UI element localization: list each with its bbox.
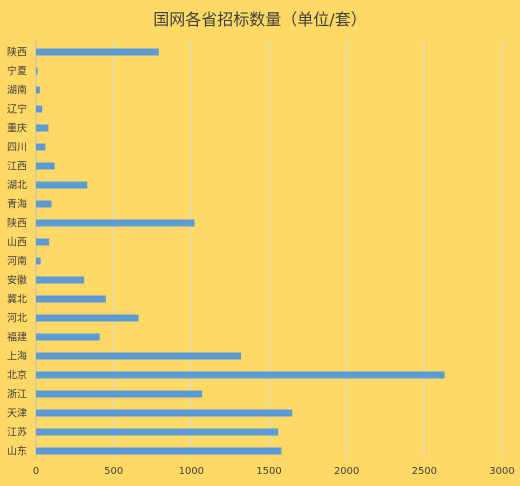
category-label: 天津 (7, 408, 27, 420)
bar (36, 314, 139, 322)
bar (36, 162, 55, 170)
x-tick-label: 0 (33, 466, 39, 477)
category-label: 福建 (7, 331, 27, 344)
category-label: 四川 (7, 143, 27, 154)
category-label: 河北 (7, 313, 27, 325)
bar (36, 428, 279, 436)
category-label: 河南 (7, 255, 27, 268)
category-label: 宁夏 (7, 65, 27, 78)
bar (36, 390, 203, 398)
bar (36, 124, 49, 132)
category-label: 上海 (7, 350, 27, 363)
bar (36, 143, 46, 151)
x-tick-label: 1000 (179, 466, 204, 477)
category-label: 江苏 (7, 426, 27, 439)
bar (36, 67, 38, 75)
category-label: 山东 (7, 445, 27, 458)
bar (36, 219, 195, 227)
chart-title: 国网各省招标数量（单位/套） (153, 10, 367, 29)
x-tick-label: 2500 (412, 466, 437, 477)
category-label: 青海 (7, 198, 27, 211)
bar (36, 276, 85, 284)
bar (36, 371, 445, 379)
x-tick-label: 1500 (256, 466, 281, 477)
category-label: 湖南 (7, 84, 27, 97)
bar (36, 86, 40, 94)
category-label: 陕西 (7, 217, 27, 230)
bar (36, 352, 242, 360)
bar (36, 181, 88, 189)
x-tick-label: 2000 (334, 466, 359, 477)
category-label: 冀北 (7, 293, 27, 306)
bar (36, 295, 106, 303)
bar (36, 200, 52, 208)
category-label: 北京 (7, 369, 27, 382)
bar (36, 257, 41, 265)
category-label: 重庆 (7, 122, 27, 135)
category-label: 辽宁 (7, 103, 27, 116)
category-label: 安徽 (7, 274, 27, 287)
x-tick-label: 3000 (489, 466, 514, 477)
bar (36, 409, 293, 417)
category-label: 山西 (7, 237, 27, 249)
bar (36, 238, 50, 246)
bar (36, 447, 282, 455)
x-tick-label: 500 (104, 466, 123, 477)
bar (36, 48, 159, 56)
category-label: 浙江 (7, 389, 27, 401)
category-label: 湖北 (7, 180, 27, 192)
category-label: 陕西 (7, 46, 27, 59)
bar (36, 105, 43, 113)
category-label: 江西 (7, 161, 27, 173)
bar (36, 333, 100, 341)
